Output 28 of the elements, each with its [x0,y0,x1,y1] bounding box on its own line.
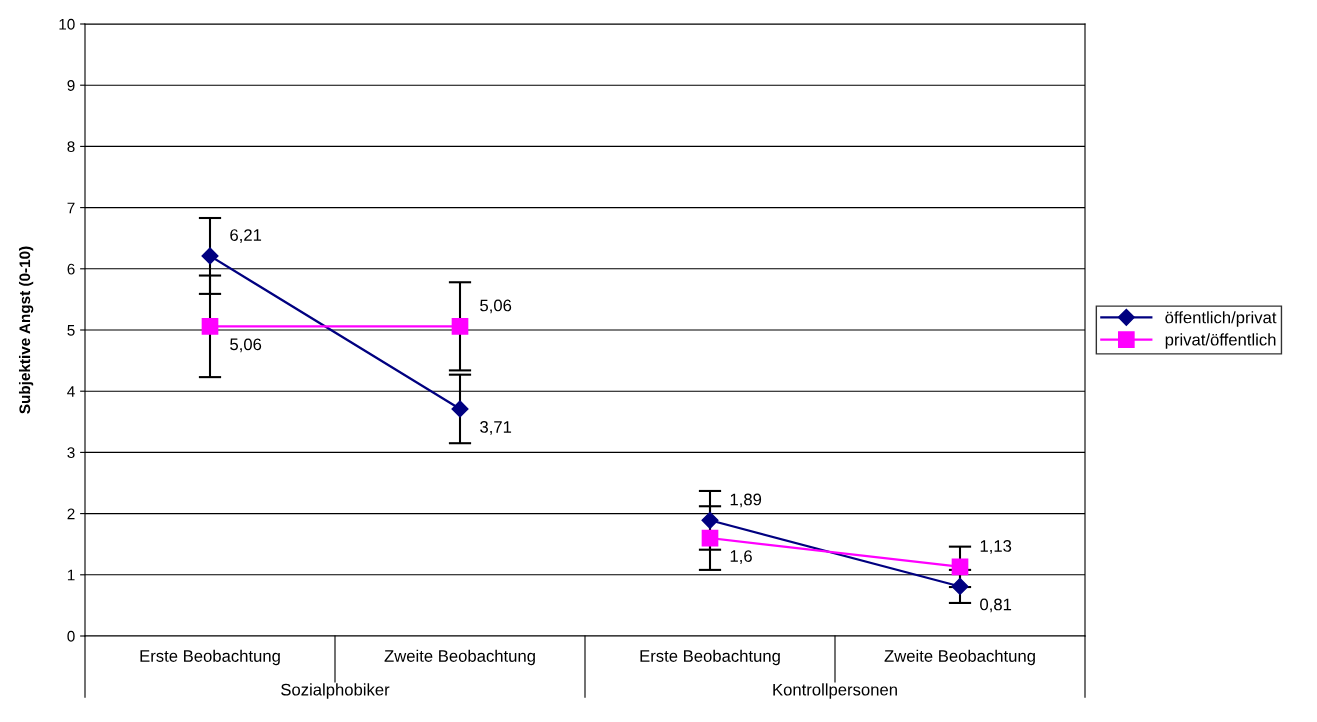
y-tick-label: 3 [67,447,75,459]
y-tick-label: 8 [67,141,75,153]
y-tick-label: 5 [67,325,75,336]
text: Kontrollpersonen [773,683,897,699]
y-tick-label: 1 [67,569,75,581]
x-tick-label: Erste Beobachtung [140,649,280,666]
x-tick-label: Zweite Beobachtung [384,649,535,666]
y-tick-label: 6 [67,263,75,275]
y-axis-title: Subjektive Angst (0-10) [18,246,34,414]
data-label: 1,89 [730,493,762,508]
data-label: 5,06 [230,338,262,353]
y-tick-label: 7 [67,202,75,214]
y-tick-label: 9 [67,80,75,91]
data-label: 1,13 [980,540,1012,554]
data-label: 0,81 [980,598,1012,613]
data-label: 3,71 [480,421,512,435]
legend-label: öffentlich/privat [1165,311,1277,327]
x-tick-label: Erste Beobachtung [640,649,780,666]
y-tick-label: 0 [67,630,75,642]
data-label: 1,6 [730,550,752,564]
text: Sozialphobiker [281,683,390,699]
y-tick-label: 10 [59,18,75,30]
x-tick-label: Zweite Beobachtung [884,649,1035,666]
legend-label: privat/öffentlich [1165,333,1276,349]
y-tick-label: 2 [67,508,75,520]
data-label: 5,06 [480,299,512,314]
data-label: 6,21 [230,229,262,243]
y-tick-label: 4 [67,386,75,397]
